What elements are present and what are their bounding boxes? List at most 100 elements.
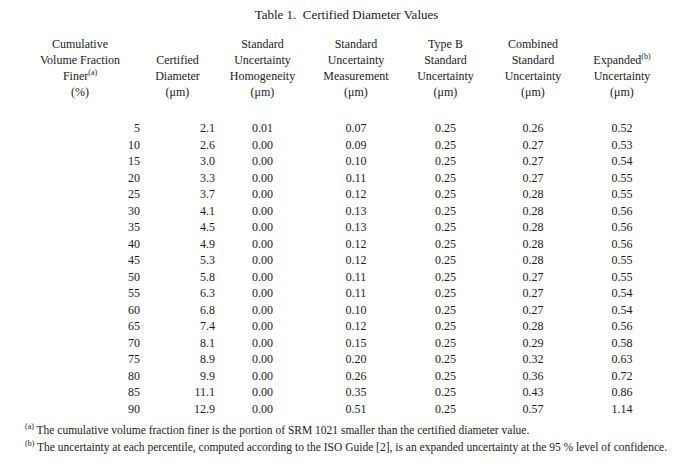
table-row: 153.00.000.100.250.270.54 — [20, 153, 667, 170]
column-header-line: Standard — [402, 52, 489, 68]
column-header-type-b-standard-uncertainty: Type BStandardUncertainty(μm) — [402, 36, 489, 120]
column-header-line: Homogeneity — [215, 68, 310, 84]
table-cell: 0.28 — [489, 219, 577, 236]
table-cell: 70 — [20, 335, 140, 352]
table-cell: 90 — [20, 401, 140, 418]
document-page: Table 1. Certified Diameter Values Cumul… — [0, 0, 693, 476]
column-header-line: Measurement — [310, 68, 402, 84]
table-cell: 0.10 — [310, 153, 402, 170]
table-cell: 35 — [20, 219, 140, 236]
table-cell: 0.00 — [215, 318, 310, 335]
table-cell: 60 — [20, 302, 140, 319]
table-row: 708.10.000.150.250.290.58 — [20, 335, 667, 352]
table-cell: 0.29 — [489, 335, 577, 352]
column-header-line: Combined — [489, 36, 577, 52]
table-cell: 0.53 — [577, 137, 667, 154]
table-cell: 0.25 — [402, 318, 489, 335]
footnote-ref: (a) — [88, 68, 97, 77]
table-cell: 0.07 — [310, 120, 402, 137]
table-cell: 0.00 — [215, 269, 310, 286]
table-cell: 0.25 — [402, 351, 489, 368]
table-cell: 65 — [20, 318, 140, 335]
table-cell: 0.11 — [310, 170, 402, 187]
table-cell: 0.09 — [310, 137, 402, 154]
table-row: 758.90.000.200.250.320.63 — [20, 351, 667, 368]
column-header-line: Cumulative — [20, 36, 140, 52]
table-row: 354.50.000.130.250.280.56 — [20, 219, 667, 236]
table-cell: 0.27 — [489, 137, 577, 154]
table-cell: 0.12 — [310, 186, 402, 203]
table-cell: 8.1 — [140, 335, 215, 352]
table-cell: 0.55 — [577, 186, 667, 203]
table-row: 102.60.000.090.250.270.53 — [20, 137, 667, 154]
table-cell: 1.14 — [577, 401, 667, 418]
table-row: 606.80.000.100.250.270.54 — [20, 302, 667, 319]
table-cell: 45 — [20, 252, 140, 269]
column-header-line: (μm) — [402, 84, 489, 100]
table-cell: 0.54 — [577, 153, 667, 170]
table-cell: 0.10 — [310, 302, 402, 319]
table-cell: 0.13 — [310, 219, 402, 236]
table-cell: 0.00 — [215, 170, 310, 187]
table-cell: 0.56 — [577, 318, 667, 335]
table-cell: 30 — [20, 203, 140, 220]
table-row: 809.90.000.260.250.360.72 — [20, 368, 667, 385]
table-body: 52.10.010.070.250.260.52102.60.000.090.2… — [20, 120, 667, 417]
table-cell: 0.01 — [215, 120, 310, 137]
table-cell: 0.28 — [489, 186, 577, 203]
table-cell: 0.25 — [402, 335, 489, 352]
table-cell: 2.6 — [140, 137, 215, 154]
table-cell: 0.28 — [489, 252, 577, 269]
column-header-standard-uncertainty-homogeneity: StandardUncertaintyHomogeneity(μm) — [215, 36, 310, 120]
table-cell: 0.25 — [402, 269, 489, 286]
table-row: 8511.10.000.350.250.430.86 — [20, 384, 667, 401]
table-cell: 0.25 — [402, 252, 489, 269]
header-row: CumulativeVolume FractionFiner(a)(%)Cert… — [20, 36, 667, 120]
column-header-line: (μm) — [215, 84, 310, 100]
table-cell: 4.9 — [140, 236, 215, 253]
table-cell: 0.11 — [310, 285, 402, 302]
table-cell: 7.4 — [140, 318, 215, 335]
table-cell: 0.25 — [402, 384, 489, 401]
table-title: Table 1. Certified Diameter Values — [0, 7, 693, 23]
table-cell: 0.56 — [577, 219, 667, 236]
table-cell: 5.8 — [140, 269, 215, 286]
table-cell: 0.56 — [577, 203, 667, 220]
table-cell: 0.55 — [577, 170, 667, 187]
table-row: 203.30.000.110.250.270.55 — [20, 170, 667, 187]
column-header-line: Uncertainty — [215, 52, 310, 68]
table-row: 455.30.000.120.250.280.55 — [20, 252, 667, 269]
table-cell: 0.52 — [577, 120, 667, 137]
table-cell: 0.00 — [215, 236, 310, 253]
column-header-line: (μm) — [577, 84, 667, 100]
table-cell: 0.00 — [215, 252, 310, 269]
table-cell: 0.86 — [577, 384, 667, 401]
table-cell: 9.9 — [140, 368, 215, 385]
table-cell: 0.13 — [310, 203, 402, 220]
footnotes: (a) The cumulative volume fraction finer… — [25, 422, 675, 456]
column-header-combined-standard-uncertainty: CombinedStandardUncertainty(μm) — [489, 36, 577, 120]
table-cell: 25 — [20, 186, 140, 203]
column-header-line: (%) — [20, 84, 140, 100]
column-header-line: Uncertainty — [489, 68, 577, 84]
table-cell: 6.3 — [140, 285, 215, 302]
table-row: 556.30.000.110.250.270.54 — [20, 285, 667, 302]
column-header-line: Uncertainty — [577, 68, 667, 84]
table-cell: 0.27 — [489, 285, 577, 302]
table-cell: 0.00 — [215, 285, 310, 302]
column-header-line: (μm) — [310, 84, 402, 100]
column-header-line: Uncertainty — [402, 68, 489, 84]
table-cell: 0.27 — [489, 153, 577, 170]
column-header-line: Finer(a) — [20, 68, 140, 84]
table-cell: 3.7 — [140, 186, 215, 203]
column-header-cumulative-volume-fraction-finer: CumulativeVolume FractionFiner(a)(%) — [20, 36, 140, 120]
table-cell: 0.63 — [577, 351, 667, 368]
table-cell: 0.25 — [402, 285, 489, 302]
table-cell: 0.12 — [310, 236, 402, 253]
table-cell: 0.12 — [310, 252, 402, 269]
table-cell: 0.27 — [489, 269, 577, 286]
table-cell: 0.28 — [489, 203, 577, 220]
table-row: 52.10.010.070.250.260.52 — [20, 120, 667, 137]
table-cell: 4.5 — [140, 219, 215, 236]
table-cell: 0.58 — [577, 335, 667, 352]
